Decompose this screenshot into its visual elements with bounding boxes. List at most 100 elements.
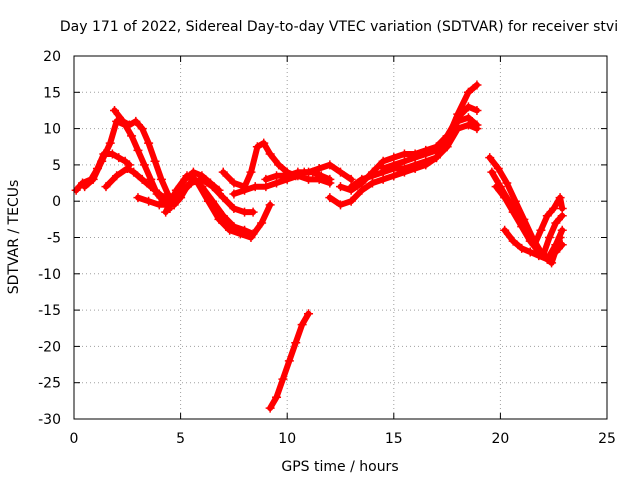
data-point bbox=[463, 113, 473, 123]
series-track-10 bbox=[261, 160, 356, 184]
data-point bbox=[525, 247, 535, 257]
data-point bbox=[118, 116, 128, 126]
data-point bbox=[282, 171, 292, 181]
data-point bbox=[491, 182, 501, 192]
data-point bbox=[208, 182, 218, 192]
data-point bbox=[336, 200, 345, 210]
x-tick-label: 20 bbox=[491, 431, 509, 447]
data-point bbox=[265, 149, 275, 159]
chart-title: Day 171 of 2022, Sidereal Day-to-day VTE… bbox=[60, 19, 618, 35]
y-axis-label: SDTVAR / TECUs bbox=[6, 180, 22, 295]
data-point bbox=[421, 149, 431, 159]
data-point bbox=[367, 171, 377, 181]
data-point bbox=[265, 403, 275, 413]
series-line bbox=[230, 172, 333, 197]
data-point bbox=[530, 240, 540, 250]
data-point bbox=[261, 174, 271, 184]
x-tick-label: 10 bbox=[278, 431, 296, 447]
data-point bbox=[122, 164, 132, 174]
data-point bbox=[472, 120, 482, 130]
data-point bbox=[71, 185, 81, 195]
data-point bbox=[278, 374, 288, 384]
data-point bbox=[325, 160, 335, 170]
data-point bbox=[161, 207, 171, 217]
y-tick-label: 10 bbox=[43, 122, 61, 138]
data-point bbox=[257, 218, 267, 228]
data-point bbox=[110, 105, 120, 115]
data-point bbox=[272, 392, 282, 402]
data-point bbox=[127, 131, 137, 141]
data-point bbox=[186, 171, 196, 181]
data-point bbox=[542, 211, 552, 221]
data-point bbox=[517, 222, 527, 232]
data-point bbox=[557, 211, 567, 221]
data-point bbox=[410, 153, 420, 163]
data-point bbox=[508, 207, 518, 217]
data-point bbox=[240, 207, 250, 217]
data-point bbox=[431, 145, 441, 155]
data-point bbox=[508, 236, 518, 246]
axis-ticks: 20 15 10 5 0 -5 -10 -15 -20 -25 -30 0 5 10 15 20 25 bbox=[38, 49, 616, 447]
series-line bbox=[540, 212, 566, 259]
data-point bbox=[517, 243, 527, 253]
data-point bbox=[357, 174, 367, 184]
data-point bbox=[133, 145, 143, 155]
y-tick-label: -10 bbox=[38, 267, 61, 283]
data-point bbox=[229, 222, 239, 232]
data-point bbox=[346, 196, 356, 206]
data-point bbox=[114, 153, 124, 163]
data-point bbox=[557, 225, 567, 235]
data-point bbox=[250, 182, 260, 192]
data-point bbox=[154, 200, 164, 210]
data-point bbox=[463, 102, 473, 112]
data-point bbox=[314, 174, 324, 184]
y-tick-label: -25 bbox=[38, 376, 61, 392]
data-point bbox=[555, 193, 565, 203]
data-point bbox=[500, 193, 510, 203]
series-track-20 bbox=[530, 193, 567, 250]
data-point bbox=[139, 160, 149, 170]
y-tick-label: 20 bbox=[43, 49, 61, 65]
data-point bbox=[500, 225, 510, 235]
data-point bbox=[248, 207, 258, 217]
data-point bbox=[137, 124, 147, 134]
data-point bbox=[137, 174, 147, 184]
series-track-15 bbox=[378, 113, 482, 174]
data-point bbox=[131, 116, 141, 126]
data-point bbox=[265, 200, 275, 210]
data-point bbox=[551, 218, 561, 228]
data-point bbox=[80, 182, 90, 192]
data-point bbox=[442, 134, 452, 144]
data-point bbox=[314, 164, 324, 174]
y-tick-label: 5 bbox=[52, 158, 61, 174]
data-point bbox=[538, 251, 548, 261]
data-point bbox=[154, 189, 164, 199]
series-line bbox=[380, 114, 480, 172]
y-tick-label: -30 bbox=[38, 412, 61, 428]
data-point bbox=[101, 182, 111, 192]
y-tick-label: 0 bbox=[52, 194, 61, 210]
y-tick-label: -5 bbox=[47, 231, 61, 247]
data-point bbox=[472, 105, 482, 115]
data-point bbox=[502, 178, 512, 188]
data-point bbox=[150, 156, 160, 166]
data-point bbox=[304, 167, 314, 177]
series-track-7 bbox=[186, 171, 258, 239]
data-point bbox=[246, 167, 256, 177]
x-axis-label: GPS time / hours bbox=[281, 459, 398, 475]
data-point bbox=[97, 156, 107, 166]
data-point bbox=[336, 182, 345, 192]
data-point bbox=[346, 182, 356, 192]
data-point bbox=[453, 116, 463, 126]
data-point bbox=[107, 149, 117, 159]
data-point bbox=[88, 174, 98, 184]
data-point bbox=[240, 185, 250, 195]
data-point bbox=[259, 138, 269, 148]
data-point bbox=[472, 80, 482, 90]
plot-frame bbox=[73, 55, 608, 420]
data-point bbox=[105, 138, 115, 148]
data-point bbox=[463, 87, 473, 97]
data-point bbox=[544, 233, 554, 242]
data-point bbox=[248, 229, 258, 239]
series-line bbox=[501, 227, 566, 263]
